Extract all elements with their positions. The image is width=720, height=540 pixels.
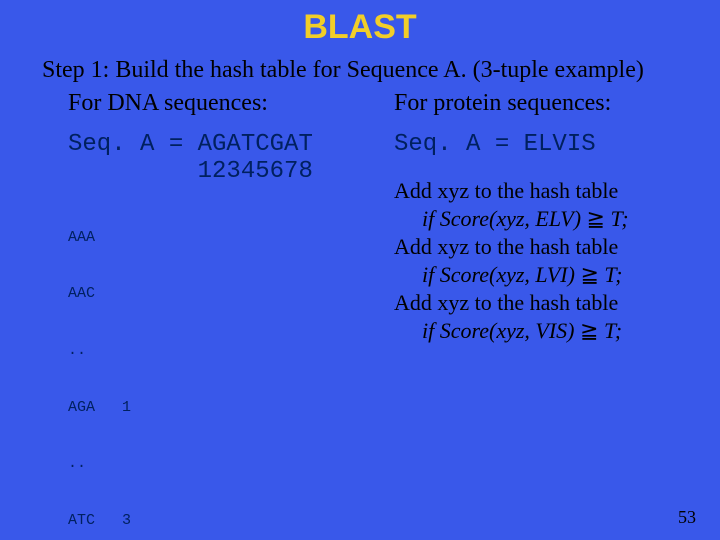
hash-row: AGA 1 — [68, 399, 364, 418]
protein-column: For protein sequences: Seq. A = ELVIS Ad… — [384, 90, 690, 540]
rule-line-indent: if Score(xyz, VIS) ≧ T; — [394, 318, 690, 344]
dna-seq-index: 12345678 — [68, 158, 364, 185]
spacer — [394, 164, 690, 178]
dna-column: For DNA sequences: Seq. A = AGATCGAT 123… — [68, 90, 384, 540]
protein-seq-label: Seq. A = ELVIS — [394, 131, 690, 158]
step-text: Step 1: Build the hash table for Sequenc… — [0, 57, 720, 84]
hash-row: .. — [68, 455, 364, 474]
dna-hash-table: AAA AAC .. AGA 1 .. ATC 3 .. CGA 5 .. GA… — [68, 191, 364, 540]
hash-row: AAC — [68, 285, 364, 304]
rule-italic: if Score(xyz, ELV) ≧ T; — [422, 206, 629, 231]
rule-line-indent: if Score(xyz, LVI) ≧ T; — [394, 262, 690, 288]
hash-row: AAA — [68, 229, 364, 248]
columns: For DNA sequences: Seq. A = AGATCGAT 123… — [0, 90, 720, 540]
dna-seq-label: Seq. A = AGATCGAT — [68, 131, 364, 158]
rule-line: Add xyz to the hash table — [394, 290, 690, 316]
protein-sequence-block: Seq. A = ELVIS — [394, 131, 690, 158]
page-number: 53 — [678, 507, 696, 528]
slide-title: BLAST — [0, 0, 720, 47]
rule-italic: if Score(xyz, LVI) ≧ T; — [422, 262, 623, 287]
dna-subhead: For DNA sequences: — [68, 90, 364, 117]
rule-italic: if Score(xyz, VIS) ≧ T; — [422, 318, 622, 343]
hash-row: .. — [68, 342, 364, 361]
hash-row: ATC 3 — [68, 512, 364, 531]
rule-line-indent: if Score(xyz, ELV) ≧ T; — [394, 206, 690, 232]
dna-sequence-block: Seq. A = AGATCGAT 12345678 — [68, 131, 364, 185]
rule-line: Add xyz to the hash table — [394, 178, 690, 204]
protein-subhead: For protein sequences: — [394, 90, 690, 117]
rule-line: Add xyz to the hash table — [394, 234, 690, 260]
protein-rules: Add xyz to the hash table if Score(xyz, … — [394, 178, 690, 344]
slide: BLAST Step 1: Build the hash table for S… — [0, 0, 720, 540]
